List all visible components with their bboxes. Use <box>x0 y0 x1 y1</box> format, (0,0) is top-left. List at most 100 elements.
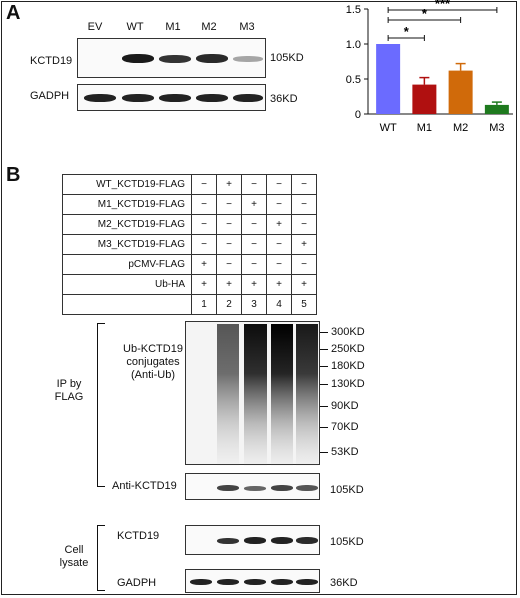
condition-value: + <box>291 234 317 255</box>
ub-label-line1: Ub-KCTD19 <box>123 343 183 355</box>
condition-value: + <box>266 214 292 235</box>
panel-a-letter: A <box>6 2 21 24</box>
band-a-gadph-wt <box>122 94 154 102</box>
condition-value: + <box>291 274 317 295</box>
marker-tick <box>320 452 328 453</box>
condition-row: Ub-HA + + + + + <box>62 274 317 295</box>
lysate-kctd19-label: KCTD19 <box>117 530 160 542</box>
band-lysate-lane5 <box>296 537 318 544</box>
band-a-kctd19-wt <box>122 54 154 63</box>
marker-label: 53KD <box>331 446 359 458</box>
condition-row: M3_KCTD19-FLAG − − − − + <box>62 234 317 255</box>
condition-value: − <box>191 194 217 215</box>
lane-number: 3 <box>241 294 267 315</box>
significance-label: *** <box>435 0 451 11</box>
lane-label-ev: EV <box>87 21 103 33</box>
band-lysate-gadph-lane1 <box>190 579 212 585</box>
band-lysate-gadph-lane3 <box>244 579 266 585</box>
condition-value: − <box>266 234 292 255</box>
ub-smear-lane5 <box>296 324 318 466</box>
lane-number: 5 <box>291 294 317 315</box>
marker-label: 130KD <box>331 378 365 390</box>
condition-value: − <box>241 174 267 195</box>
significance-label: * <box>422 6 428 21</box>
condition-label: M1_KCTD19-FLAG <box>62 194 192 215</box>
y-tick-label: 1.5 <box>346 4 361 16</box>
band-lysate-lane2 <box>217 538 239 544</box>
marker-tick <box>320 332 328 333</box>
anti-kctd19-label: Anti-KCTD19 <box>112 480 177 492</box>
band-a-kctd19-m2 <box>196 54 228 63</box>
ip-bracket-top <box>97 323 105 324</box>
band-anti-lane5 <box>296 485 318 491</box>
ip-label-line2: FLAG <box>54 391 84 403</box>
condition-row: WT_KCTD19-FLAG − + − − − <box>62 174 317 195</box>
ub-label-line2: conjugates <box>126 356 180 368</box>
band-lysate-lane3 <box>244 537 266 544</box>
ip-label-line1: IP by <box>56 378 82 390</box>
lysate-bracket <box>97 525 98 590</box>
lysate-bracket-bottom <box>97 590 105 591</box>
condition-value: − <box>216 254 242 275</box>
band-a-gadph-m2 <box>196 94 228 102</box>
band-a-gadph-ev <box>84 94 116 102</box>
condition-value: − <box>191 214 217 235</box>
y-tick-label: 1.0 <box>346 39 361 51</box>
bar-m2 <box>448 70 473 114</box>
significance-label: * <box>404 24 410 39</box>
condition-value: + <box>266 274 292 295</box>
condition-row: M1_KCTD19-FLAG − − + − − <box>62 194 317 215</box>
condition-value: − <box>216 194 242 215</box>
cell-lysate-line2: lysate <box>59 557 89 569</box>
lane-label-wt: WT <box>126 21 144 33</box>
blot-a-gadph <box>77 84 266 111</box>
bar-m1 <box>412 84 437 114</box>
marker-label: 180KD <box>331 360 365 372</box>
lane-number: 4 <box>266 294 292 315</box>
lysate-bracket-top <box>97 525 105 526</box>
blot-lysate-gadph <box>185 569 320 593</box>
condition-value: − <box>291 254 317 275</box>
condition-value: + <box>216 174 242 195</box>
ub-smear-lane4 <box>271 324 293 466</box>
ub-conjugates-label: Ub-KCTD19 conjugates (Anti-Ub) <box>118 343 188 382</box>
band-anti-lane4 <box>271 485 293 491</box>
band-anti-lane2 <box>217 485 239 491</box>
y-tick-label: 0.5 <box>346 74 361 86</box>
marker-tick <box>320 427 328 428</box>
condition-value: − <box>266 254 292 275</box>
condition-value: + <box>191 254 217 275</box>
anti-kctd19-size: 105KD <box>330 484 364 496</box>
ub-label-line3: (Anti-Ub) <box>130 369 175 381</box>
condition-value: − <box>216 234 242 255</box>
blot-ub-conjugates <box>185 321 320 466</box>
band-lysate-gadph-lane5 <box>296 579 318 585</box>
condition-value: − <box>291 194 317 215</box>
marker-label: 300KD <box>331 326 365 338</box>
condition-value: − <box>241 214 267 235</box>
ub-smear-lane3 <box>244 324 267 466</box>
ub-smear-lane2 <box>217 324 239 466</box>
panel-b-letter: B <box>6 164 21 186</box>
band-lysate-gadph-lane2 <box>217 579 239 585</box>
x-tick-label: M3 <box>489 122 504 134</box>
marker-label: 70KD <box>331 421 359 433</box>
band-a-gadph-m3 <box>233 94 263 102</box>
band-lysate-gadph-lane4 <box>271 579 293 585</box>
blot-a-gadph-label: GADPH <box>30 90 70 102</box>
condition-value: − <box>191 234 217 255</box>
condition-label: M3_KCTD19-FLAG <box>62 234 192 255</box>
lysate-gadph-size: 36KD <box>330 577 358 589</box>
marker-label: 250KD <box>331 343 365 355</box>
ip-bracket-bottom <box>97 486 105 487</box>
marker-tick <box>320 366 328 367</box>
band-anti-lane3 <box>244 486 266 491</box>
blot-a-gadph-size: 36KD <box>270 93 298 105</box>
ub-smears <box>217 324 318 466</box>
condition-label: Ub-HA <box>62 274 192 295</box>
condition-value: + <box>191 274 217 295</box>
lane-label-m3: M3 <box>239 21 255 33</box>
conditions-table: WT_KCTD19-FLAG − + − − − M1_KCTD19-FLAG − − + − − M2… <box>62 174 317 315</box>
